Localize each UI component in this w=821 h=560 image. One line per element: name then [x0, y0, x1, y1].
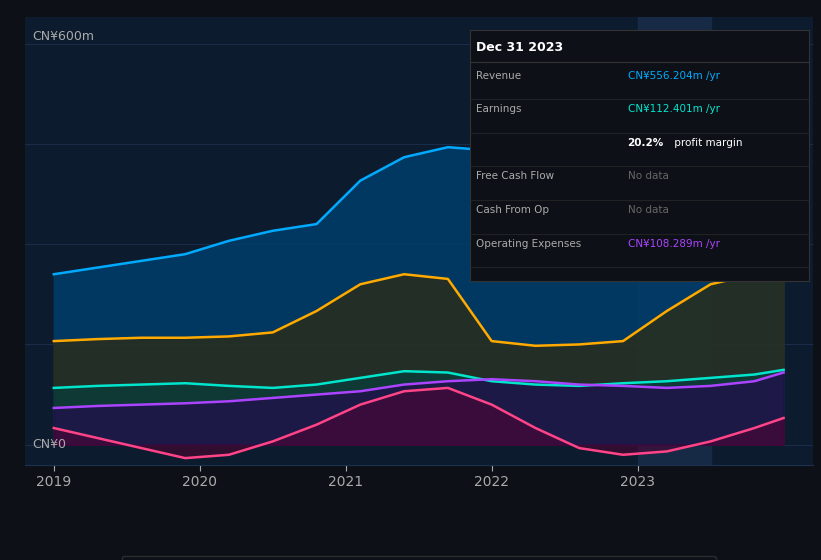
Text: Free Cash Flow: Free Cash Flow — [476, 171, 554, 181]
Text: CN¥108.289m /yr: CN¥108.289m /yr — [627, 239, 719, 249]
Text: Dec 31 2023: Dec 31 2023 — [476, 41, 563, 54]
Text: 20.2%: 20.2% — [627, 138, 664, 148]
Text: Revenue: Revenue — [476, 71, 521, 81]
Text: CN¥556.204m /yr: CN¥556.204m /yr — [627, 71, 719, 81]
Text: CN¥600m: CN¥600m — [33, 30, 94, 43]
Text: profit margin: profit margin — [671, 138, 742, 148]
Bar — [638, 17, 711, 465]
Text: CN¥112.401m /yr: CN¥112.401m /yr — [627, 104, 719, 114]
FancyBboxPatch shape — [470, 30, 809, 281]
Text: Cash From Op: Cash From Op — [476, 205, 549, 215]
Text: No data: No data — [627, 205, 668, 215]
Text: No data: No data — [627, 171, 668, 181]
Text: CN¥0: CN¥0 — [33, 438, 67, 451]
Text: Earnings: Earnings — [476, 104, 522, 114]
Text: Operating Expenses: Operating Expenses — [476, 239, 581, 249]
Legend: Revenue, Earnings, Free Cash Flow, Cash From Op, Operating Expenses: Revenue, Earnings, Free Cash Flow, Cash … — [122, 556, 716, 560]
